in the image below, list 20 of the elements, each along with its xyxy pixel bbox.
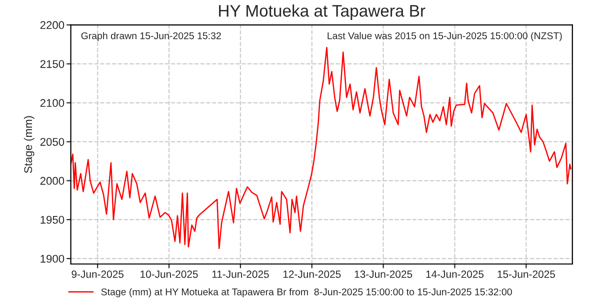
chart-title: HY Motueka at Tapawera Br [219, 4, 426, 20]
annotation: Last Value was 2015 on 15-Jun-2025 15:00:00 (NZST) [328, 32, 562, 42]
x-tick-label: 9-Jun-2025 [72, 270, 124, 278]
y-axis-title: Stage (mm) [24, 116, 34, 173]
legend-label: Stage (mm) at HY Motueka at Tapawera Br from 8-Jun-2025 15:00:00 to 15-Jun-2025 15:32:00 [101, 288, 512, 298]
x-tick-label: 14-Jun-2025 [426, 270, 484, 278]
y-tick-label: 1900 [40, 254, 64, 263]
x-tick-label: 12-Jun-2025 [283, 270, 341, 278]
x-tick-label: 11-Jun-2025 [212, 270, 269, 278]
y-tick-label: 2200 [40, 21, 64, 30]
line-series [70, 46, 572, 250]
x-tick-label: 15-Jun-2025 [498, 270, 555, 278]
y-tick-label: 2150 [40, 60, 64, 68]
y-tick-label: 2100 [40, 99, 64, 107]
y-tick-label: 2050 [40, 138, 64, 146]
y-tick-label: 1950 [40, 216, 64, 224]
y-tick-label: 2000 [40, 176, 64, 185]
annotation: Graph drawn 15-Jun-2025 15:32 [81, 32, 221, 42]
x-tick-label: 10-Jun-2025 [140, 270, 198, 278]
x-tick-label: 13-Jun-2025 [354, 270, 412, 278]
